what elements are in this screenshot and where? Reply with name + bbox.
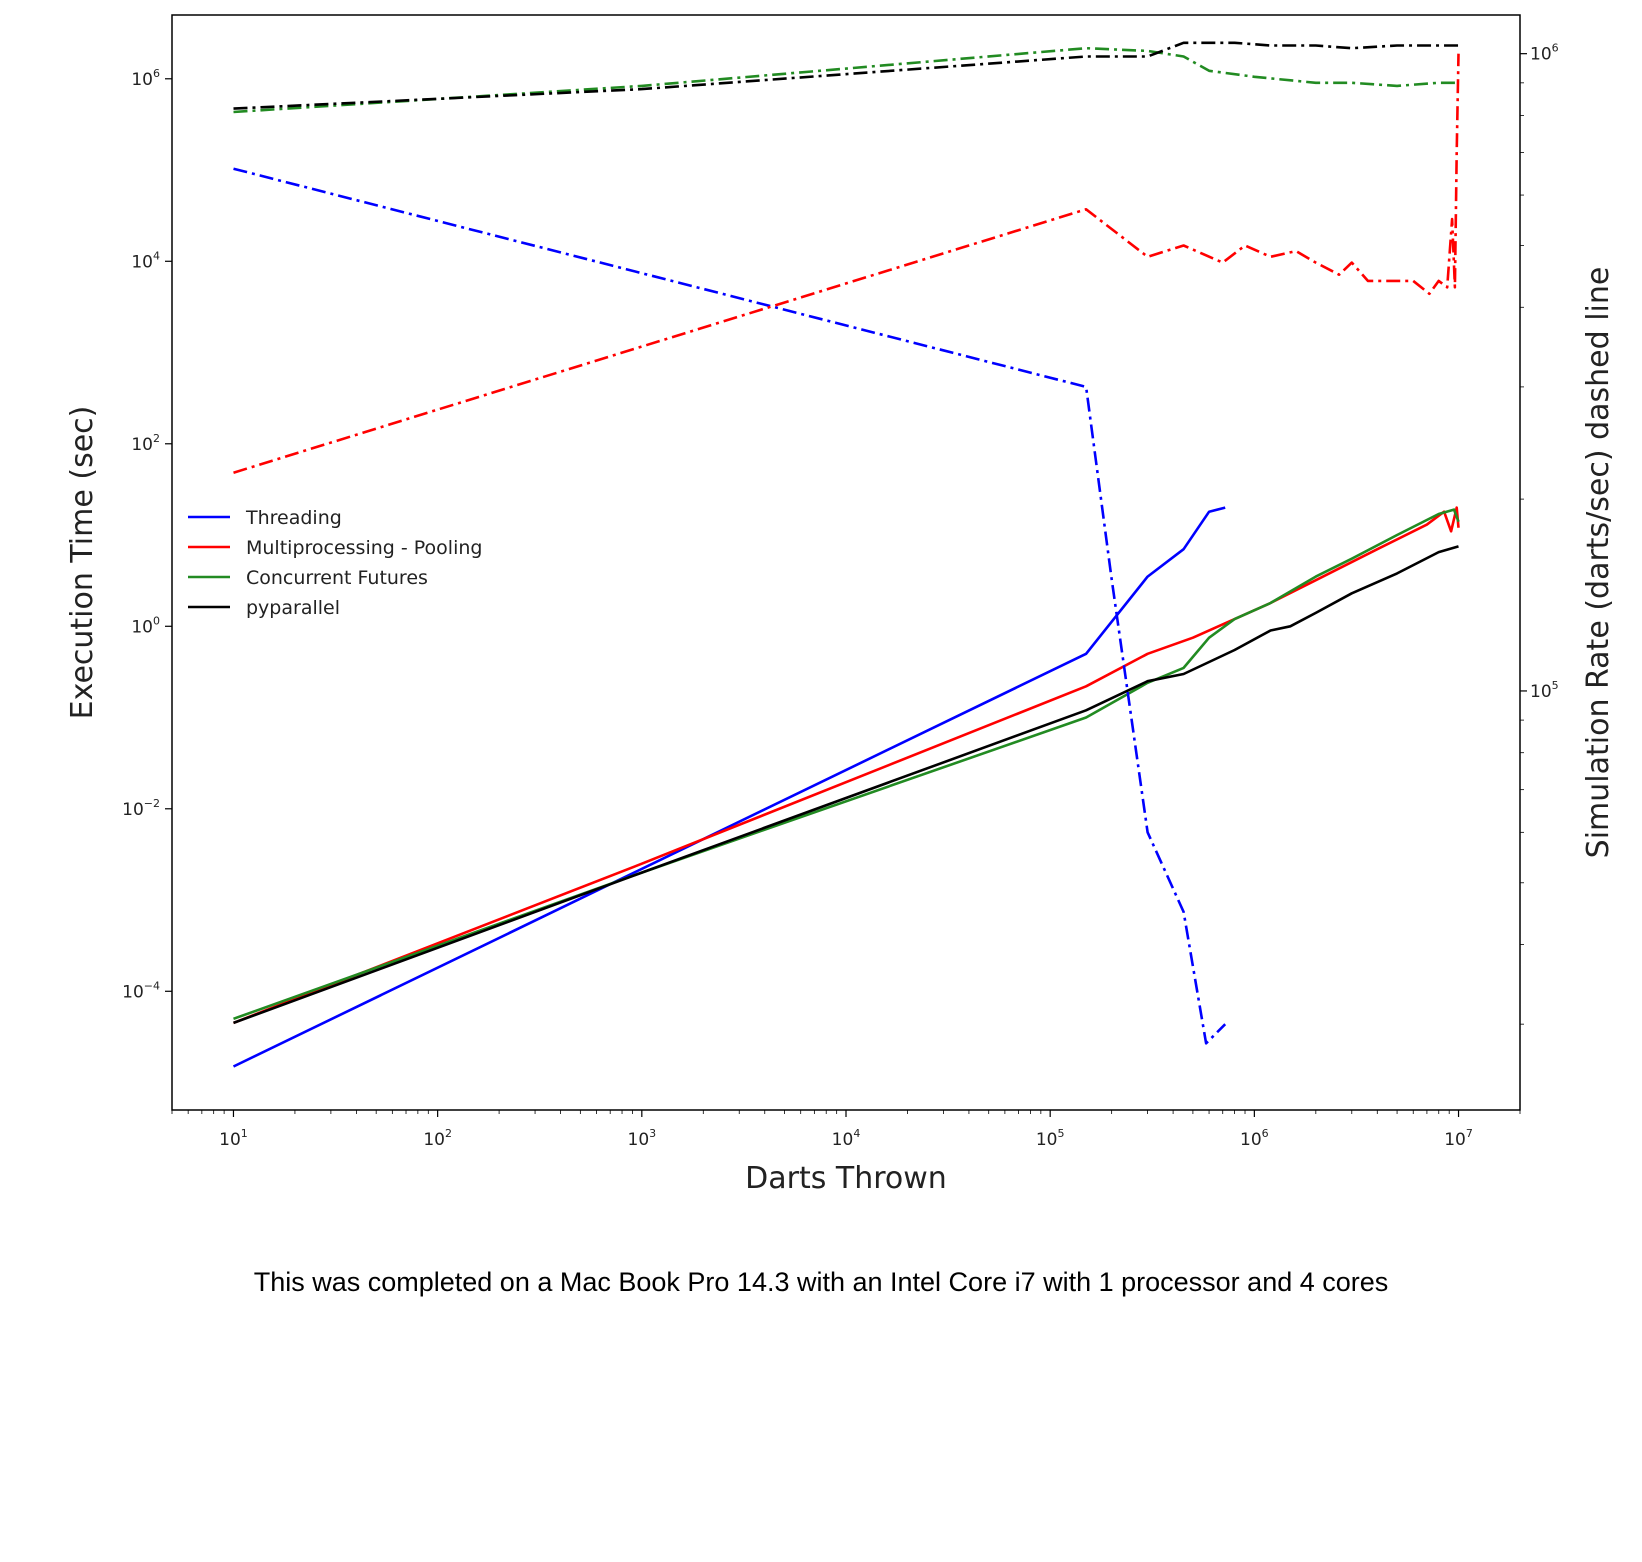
series-multiprocessing-pooling-time-line — [233, 506, 1460, 1025]
legend-label: Concurrent Futures — [246, 567, 428, 589]
x-tick-label: 107 — [1444, 1127, 1473, 1150]
y-left-tick-label: 106 — [131, 67, 160, 90]
y-right-tick-label: 105 — [1530, 679, 1559, 702]
x-tick-label: 103 — [628, 1127, 657, 1150]
plot-frame — [171, 14, 1521, 1111]
legend-label: Multiprocessing - Pooling — [246, 537, 482, 559]
x-tick-label: 104 — [832, 1127, 861, 1150]
x-axis-title: Darts Thrown — [745, 1161, 947, 1196]
legend-label: Threading — [245, 507, 342, 529]
series-threading-rate-line — [233, 167, 1227, 1045]
y-left-tick-label: 102 — [131, 432, 160, 455]
plot-series — [232, 41, 1460, 1068]
series-concurrent-futures-time-line — [233, 508, 1460, 1021]
x-tick-label: 105 — [1036, 1127, 1065, 1150]
y-axis-right-title: Simulation Rate (darts/sec) dashed line — [1581, 267, 1616, 859]
y-axis-left-title: Execution Time (sec) — [65, 406, 100, 720]
axes-ticks: 101 102 103 104 105 106 107 10−4 10−2 100 102 104 10… — [122, 42, 1559, 1150]
y-left-tick-label: 10−4 — [122, 979, 160, 1002]
legend: Threading Multiprocessing - Pooling Concur… — [188, 507, 482, 619]
series-multiprocessing-pooling-rate-line — [233, 53, 1460, 474]
y-left-tick-label: 100 — [131, 614, 160, 637]
y-right-tick-label: 106 — [1530, 42, 1559, 65]
series-pyparallel-time-line — [233, 545, 1459, 1025]
y-left-tick-label: 10−2 — [122, 797, 160, 820]
x-tick-label: 101 — [219, 1127, 248, 1150]
series-threading-time-line — [232, 506, 1226, 1068]
series-concurrent-futures-rate-line — [233, 46, 1459, 114]
x-tick-label: 102 — [423, 1127, 452, 1150]
figure-caption: This was completed on a Mac Book Pro 14.… — [253, 1267, 1389, 1297]
y-left-tick-label: 104 — [131, 249, 160, 272]
legend-label: pyparallel — [246, 597, 340, 619]
series-pyparallel-rate-line — [233, 41, 1459, 110]
x-tick-label: 106 — [1240, 1127, 1269, 1150]
